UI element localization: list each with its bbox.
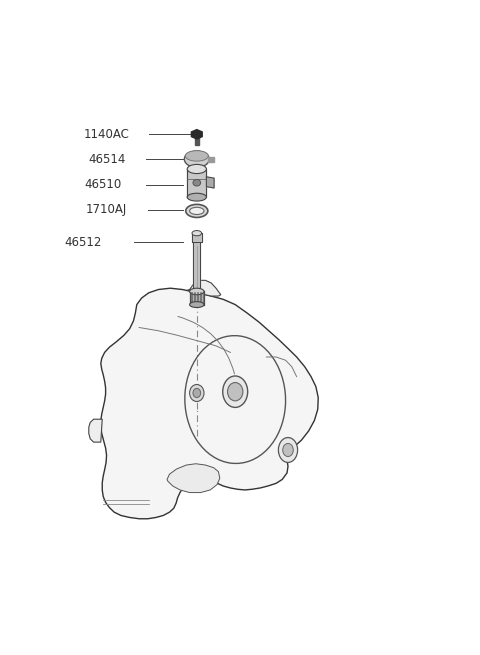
Text: 46514: 46514 <box>89 153 126 166</box>
Ellipse shape <box>187 193 206 201</box>
Ellipse shape <box>193 388 201 398</box>
Ellipse shape <box>192 231 202 236</box>
Text: 46510: 46510 <box>84 178 121 191</box>
Ellipse shape <box>190 207 204 215</box>
Polygon shape <box>208 157 214 162</box>
Polygon shape <box>190 291 204 305</box>
Polygon shape <box>195 136 199 145</box>
Ellipse shape <box>193 179 201 186</box>
Text: 1140AC: 1140AC <box>84 128 130 141</box>
Polygon shape <box>192 130 202 139</box>
Text: 46512: 46512 <box>65 236 102 249</box>
Polygon shape <box>187 280 221 296</box>
Ellipse shape <box>186 204 208 217</box>
Polygon shape <box>101 288 318 519</box>
Ellipse shape <box>228 383 243 401</box>
Ellipse shape <box>184 151 209 168</box>
Polygon shape <box>167 464 220 493</box>
Polygon shape <box>89 419 102 442</box>
Ellipse shape <box>278 438 298 462</box>
Polygon shape <box>192 233 202 242</box>
Ellipse shape <box>190 288 204 295</box>
Ellipse shape <box>187 164 206 174</box>
Text: 1710AJ: 1710AJ <box>85 203 127 216</box>
Ellipse shape <box>283 443 293 457</box>
Ellipse shape <box>223 376 248 407</box>
Ellipse shape <box>190 384 204 402</box>
Ellipse shape <box>190 301 204 308</box>
Polygon shape <box>187 169 206 197</box>
Ellipse shape <box>185 151 208 161</box>
Polygon shape <box>206 177 214 188</box>
Polygon shape <box>193 242 200 291</box>
